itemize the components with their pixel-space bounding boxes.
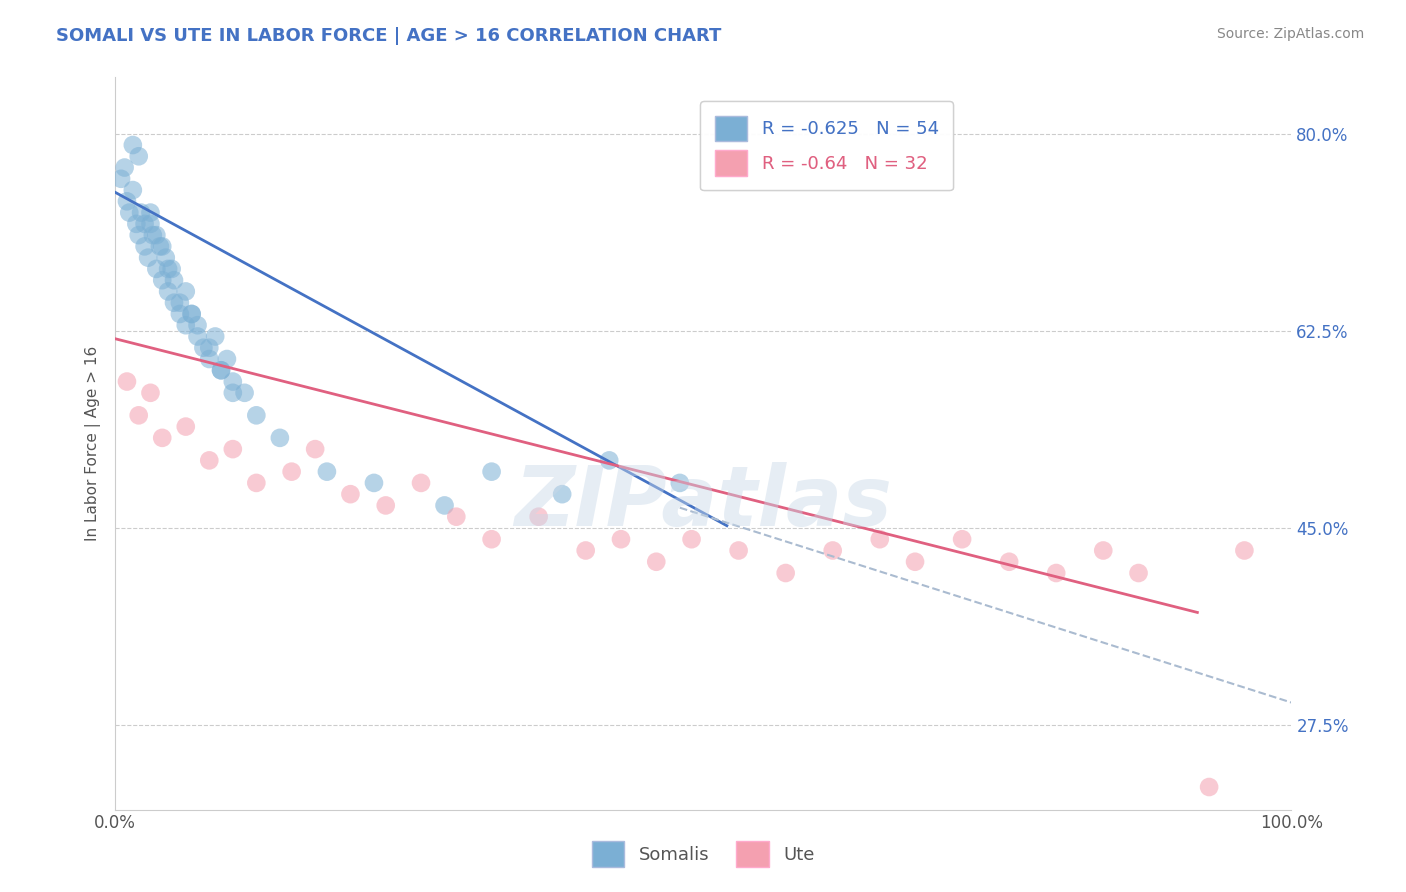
Text: Source: ZipAtlas.com: Source: ZipAtlas.com [1216, 27, 1364, 41]
Point [150, 239, 173, 253]
Point [316, 465, 339, 479]
Point [598, 453, 620, 467]
Legend: Somalis, Ute: Somalis, Ute [585, 834, 821, 874]
Point [174, 318, 197, 333]
Point [142, 228, 165, 243]
Point [198, 351, 221, 366]
Point [128, 228, 150, 243]
Point [180, 307, 202, 321]
Point [209, 363, 232, 377]
Point [163, 273, 186, 287]
Point [481, 465, 503, 479]
Point [129, 205, 152, 219]
Point [280, 465, 302, 479]
Point [998, 555, 1021, 569]
Point [1045, 566, 1067, 580]
Point [169, 307, 191, 321]
Text: ZIPatlas: ZIPatlas [515, 461, 893, 542]
Point [134, 239, 156, 253]
Point [160, 261, 183, 276]
Point [527, 509, 550, 524]
Point [169, 295, 191, 310]
Point [1198, 780, 1220, 794]
Point [433, 499, 456, 513]
Legend: R = -0.625   N = 54, R = -0.64   N = 32: R = -0.625 N = 54, R = -0.64 N = 32 [700, 101, 953, 190]
Point [1128, 566, 1150, 580]
Point [150, 273, 173, 287]
Point [193, 341, 215, 355]
Point [222, 442, 245, 456]
Point [209, 363, 232, 377]
Point [139, 385, 162, 400]
Point [145, 228, 167, 243]
Point [186, 318, 208, 333]
Point [149, 239, 172, 253]
Point [245, 475, 267, 490]
Point [950, 533, 973, 547]
Point [339, 487, 361, 501]
Point [186, 329, 208, 343]
Point [150, 431, 173, 445]
Point [115, 375, 138, 389]
Point [110, 171, 132, 186]
Point [222, 385, 245, 400]
Point [821, 543, 844, 558]
Point [118, 205, 141, 219]
Point [128, 409, 150, 423]
Point [575, 543, 598, 558]
Point [174, 285, 197, 299]
Point [222, 375, 245, 389]
Point [121, 183, 143, 197]
Point [180, 307, 202, 321]
Y-axis label: In Labor Force | Age > 16: In Labor Force | Age > 16 [86, 346, 101, 541]
Point [363, 475, 385, 490]
Point [134, 217, 156, 231]
Point [304, 442, 326, 456]
Point [775, 566, 797, 580]
Point [481, 533, 503, 547]
Point [1092, 543, 1115, 558]
Point [155, 251, 177, 265]
Point [139, 205, 162, 219]
Point [668, 475, 690, 490]
Point [115, 194, 138, 209]
Text: SOMALI VS UTE IN LABOR FORCE | AGE > 16 CORRELATION CHART: SOMALI VS UTE IN LABOR FORCE | AGE > 16 … [56, 27, 721, 45]
Point [204, 329, 226, 343]
Point [269, 431, 291, 445]
Point [128, 149, 150, 163]
Point [121, 138, 143, 153]
Point [198, 341, 221, 355]
Point [610, 533, 633, 547]
Point [114, 161, 136, 175]
Point [157, 261, 180, 276]
Point [446, 509, 468, 524]
Point [157, 285, 180, 299]
Point [139, 217, 162, 231]
Point [869, 533, 891, 547]
Point [233, 385, 256, 400]
Point [374, 499, 396, 513]
Point [645, 555, 668, 569]
Point [551, 487, 574, 501]
Point [198, 453, 221, 467]
Point [245, 409, 267, 423]
Point [136, 251, 159, 265]
Point [215, 351, 238, 366]
Point [681, 533, 703, 547]
Point [174, 419, 197, 434]
Point [163, 295, 186, 310]
Point [727, 543, 749, 558]
Point [145, 261, 167, 276]
Point [1233, 543, 1256, 558]
Point [904, 555, 927, 569]
Point [125, 217, 148, 231]
Point [409, 475, 432, 490]
